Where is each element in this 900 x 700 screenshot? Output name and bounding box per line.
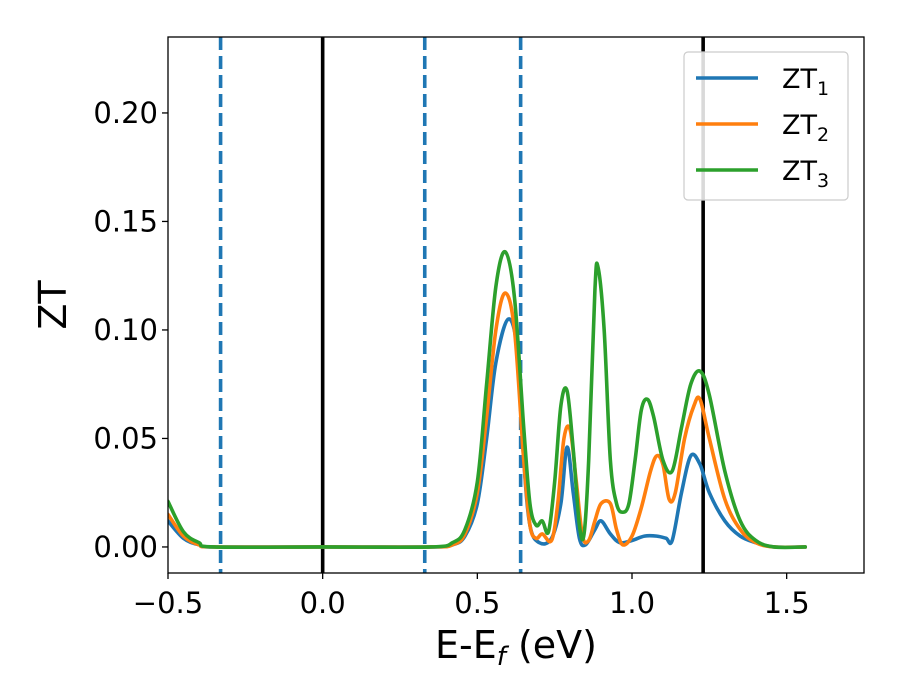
legend: ZT1 ZT2 ZT3 (683, 51, 849, 201)
x-tick-label: 1.5 (764, 586, 810, 620)
x-tick-label: 1.0 (609, 586, 655, 620)
y-tick-label: 0.05 (93, 421, 158, 455)
legend-label-zt3: ZT3 (782, 156, 829, 192)
y-tick-label: 0.20 (93, 96, 158, 130)
y-tick-label: 0.10 (93, 313, 158, 347)
series-line-zt3 (168, 250, 808, 550)
legend-box (683, 51, 849, 201)
y-tick-label: 0.15 (93, 204, 158, 238)
x-axis-title: E-Ef (eV) (435, 623, 597, 672)
legend-label-zt2: ZT2 (782, 110, 829, 146)
plot-frame (167, 36, 865, 574)
y-axis-title: ZT (31, 280, 75, 330)
y-tick-label: 0.00 (93, 530, 158, 564)
x-tick-label: 0.0 (300, 586, 346, 620)
axis-ticks: −0.5 0.0 0.5 1.0 1.5 0.00 0.05 0.10 0.15 0.20 (93, 96, 809, 620)
x-tick-label: −0.5 (133, 586, 203, 620)
series-line-zt2 (168, 291, 808, 550)
legend-label-zt1: ZT1 (782, 64, 829, 100)
x-tick-label: 0.5 (454, 586, 500, 620)
